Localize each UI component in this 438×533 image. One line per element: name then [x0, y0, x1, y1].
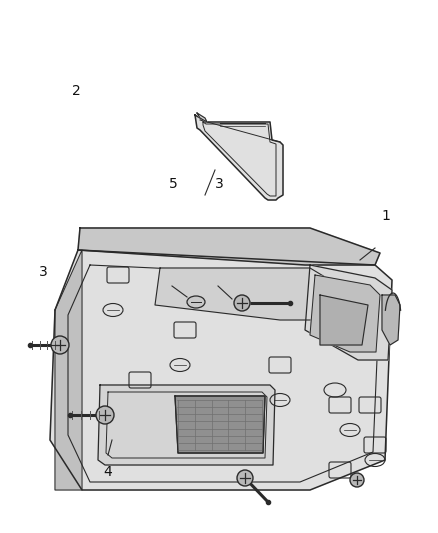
Circle shape — [350, 473, 364, 487]
Circle shape — [51, 336, 69, 354]
Polygon shape — [195, 115, 283, 200]
Polygon shape — [310, 275, 380, 352]
Polygon shape — [50, 250, 392, 490]
Circle shape — [237, 470, 253, 486]
Text: 2: 2 — [72, 84, 81, 98]
Polygon shape — [175, 396, 265, 453]
Polygon shape — [78, 228, 380, 265]
Polygon shape — [320, 295, 368, 345]
Text: 4: 4 — [103, 465, 112, 479]
Polygon shape — [382, 295, 400, 345]
Polygon shape — [155, 268, 330, 320]
Text: 3: 3 — [39, 265, 48, 279]
Polygon shape — [305, 265, 392, 360]
Circle shape — [234, 295, 250, 311]
Polygon shape — [98, 385, 275, 465]
Text: 5: 5 — [169, 177, 177, 191]
Text: 3: 3 — [215, 177, 223, 191]
Text: 1: 1 — [381, 209, 390, 223]
Circle shape — [96, 406, 114, 424]
Polygon shape — [197, 113, 207, 122]
Polygon shape — [55, 250, 82, 490]
Ellipse shape — [187, 296, 205, 308]
